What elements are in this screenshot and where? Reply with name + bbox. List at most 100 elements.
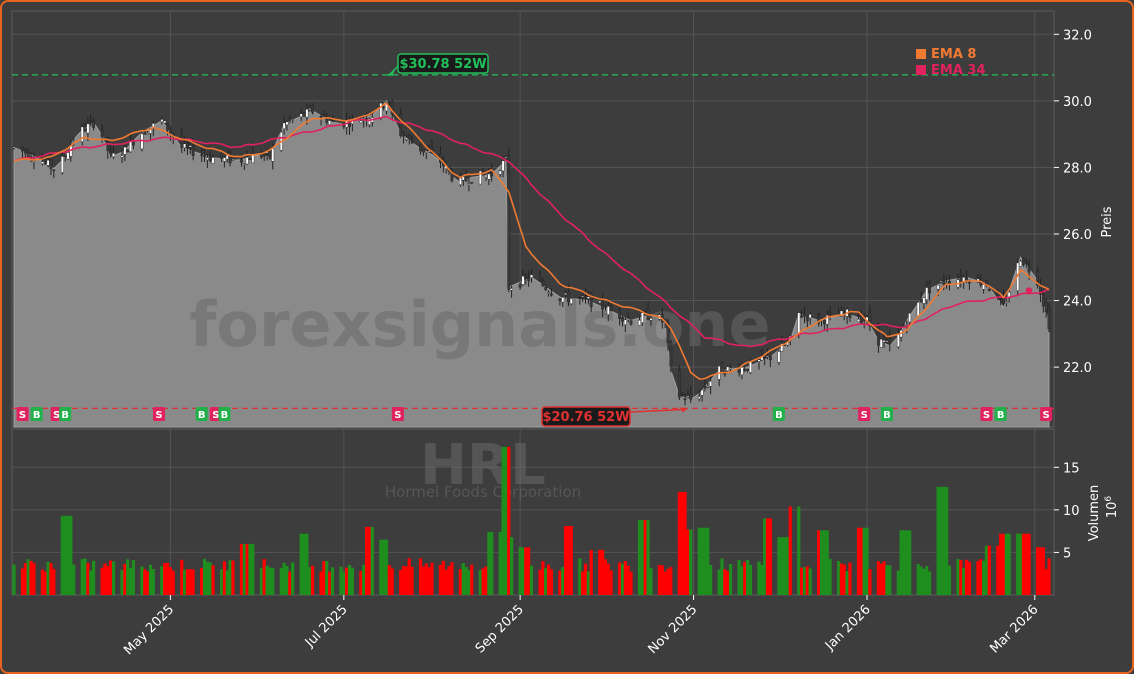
- candle-body: [524, 277, 528, 279]
- candle-body: [203, 155, 206, 157]
- volume-bar: [498, 532, 502, 595]
- price-tick-label: 32.0: [1063, 28, 1092, 43]
- candle-body: [618, 308, 622, 319]
- candle-body: [242, 163, 246, 165]
- candle-body: [322, 114, 326, 117]
- volume-bar: [538, 569, 542, 595]
- volume-bar: [720, 558, 724, 595]
- 52w-low-label: $20.76 52W: [542, 410, 629, 425]
- volume-bar: [942, 486, 946, 595]
- volume-bar: [330, 567, 335, 595]
- candle-body: [112, 152, 115, 158]
- volume-bar: [788, 506, 792, 595]
- volume-bar: [666, 568, 670, 595]
- volume-bar: [20, 568, 25, 595]
- candle-body: [726, 366, 730, 371]
- candle-body: [21, 147, 24, 152]
- ema8-line: [13, 102, 1050, 380]
- candle-body: [825, 315, 829, 325]
- volume-bar: [404, 566, 408, 595]
- volume-bar: [603, 559, 608, 595]
- candle-body: [208, 156, 212, 162]
- volume-bar: [1021, 533, 1026, 595]
- volume-bar: [589, 549, 593, 595]
- svg-text:S: S: [861, 410, 868, 421]
- candle-body: [936, 285, 940, 290]
- volume-bar: [922, 568, 926, 595]
- volume-bar: [706, 527, 710, 595]
- volume-bar: [757, 561, 761, 595]
- volume-bar: [120, 570, 124, 595]
- price-tick-label: 22.0: [1063, 361, 1092, 376]
- volume-bar: [802, 567, 807, 595]
- volume-bar: [180, 559, 184, 595]
- volume-bar: [191, 569, 195, 595]
- candle-body: [928, 283, 931, 294]
- volume-bar: [745, 560, 750, 595]
- volume-bar: [401, 565, 406, 595]
- volume-bar: [902, 530, 906, 595]
- candle-body: [780, 343, 784, 352]
- price-tick-label: 28.0: [1063, 161, 1092, 176]
- candle-body: [922, 297, 926, 304]
- sell-signal: S: [153, 407, 166, 421]
- date-tick-label: Jul 2025: [302, 602, 351, 651]
- volume-bar: [1007, 533, 1011, 595]
- svg-text:B: B: [61, 410, 69, 421]
- buy-signal: B: [59, 407, 72, 421]
- volume-bar: [52, 568, 56, 595]
- candle-body: [1044, 302, 1048, 313]
- volume-bar: [23, 563, 27, 595]
- candle-body: [205, 157, 209, 160]
- candle-body: [191, 145, 195, 156]
- volume-bar: [46, 561, 50, 595]
- volume-bar: [1047, 558, 1051, 595]
- candle-body: [1036, 270, 1040, 286]
- svg-text:B: B: [997, 410, 1005, 421]
- candle-body: [63, 155, 67, 157]
- candle-body: [109, 150, 113, 154]
- volume-bar: [697, 527, 701, 595]
- svg-text:S: S: [394, 410, 401, 421]
- candle-body: [271, 148, 275, 162]
- candle-body: [410, 141, 414, 144]
- candle-body: [143, 131, 147, 135]
- candle-body: [766, 355, 769, 358]
- volume-bar: [384, 539, 389, 595]
- volume-bar: [999, 533, 1003, 595]
- candle-body: [859, 315, 863, 324]
- volume-bar: [441, 560, 445, 595]
- candle-body: [586, 296, 590, 299]
- candle-body: [46, 159, 50, 166]
- volume-bar: [507, 446, 511, 595]
- candle-body: [180, 135, 184, 148]
- candle-body: [959, 276, 963, 282]
- candle-body: [999, 298, 1003, 300]
- candle-body: [925, 287, 929, 300]
- volume-bar: [919, 566, 923, 595]
- volume-bar: [677, 491, 681, 595]
- volume-bar: [69, 515, 73, 595]
- price-tick-label: 26.0: [1063, 228, 1092, 243]
- candle-body: [200, 154, 204, 156]
- volume-bar: [367, 526, 372, 595]
- volume-bar: [578, 558, 582, 595]
- candle-body: [544, 286, 548, 290]
- volume-bar: [899, 530, 903, 595]
- candle-body: [52, 169, 56, 172]
- volume-bar: [1041, 547, 1045, 595]
- volume-bar: [828, 558, 832, 595]
- volume-bar: [208, 562, 212, 595]
- volume-bar: [427, 567, 431, 595]
- volume-bar: [444, 569, 448, 595]
- volume-bar: [49, 563, 53, 595]
- candle-body: [1027, 266, 1031, 273]
- legend-swatch-ema8: [916, 49, 926, 59]
- volume-bar: [390, 568, 394, 595]
- volume-bar: [606, 563, 610, 595]
- candle-body: [589, 292, 593, 308]
- svg-text:B: B: [33, 410, 41, 421]
- candle-body: [507, 155, 511, 290]
